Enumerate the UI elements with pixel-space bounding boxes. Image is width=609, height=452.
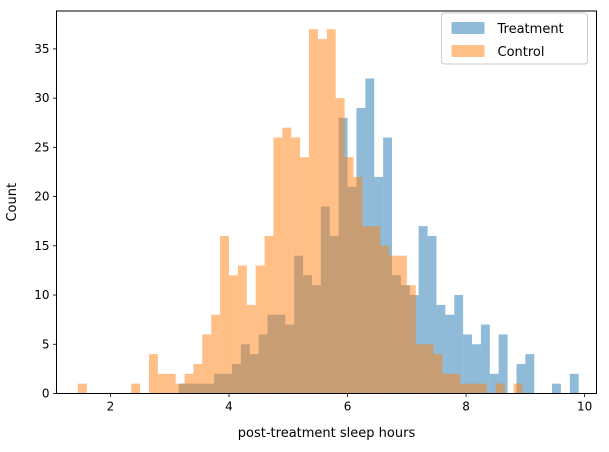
histogram-bar-control bbox=[451, 373, 461, 394]
histogram-bar-treatment bbox=[569, 373, 579, 394]
histogram-bar-control bbox=[273, 137, 283, 394]
y-tick-label: 15 bbox=[34, 239, 49, 253]
histogram-bar-control bbox=[131, 383, 141, 394]
histogram-bar-control bbox=[237, 265, 247, 394]
histogram-bar-treatment bbox=[427, 235, 437, 394]
histogram-bar-control bbox=[202, 334, 212, 394]
histogram-bar-control bbox=[495, 383, 505, 394]
histogram-bar-treatment bbox=[445, 314, 455, 394]
histogram-bar-control bbox=[362, 226, 372, 394]
y-tick-label: 0 bbox=[42, 387, 50, 401]
series-control bbox=[77, 29, 523, 394]
x-axis-label: post-treatment sleep hours bbox=[238, 426, 416, 441]
histogram-bar-control bbox=[228, 275, 238, 394]
histogram-bar-treatment bbox=[489, 373, 499, 394]
histogram-bar-control bbox=[264, 235, 274, 394]
histogram-bar-treatment bbox=[418, 226, 428, 394]
histogram-bar-control bbox=[309, 29, 318, 394]
y-tick-label: 5 bbox=[42, 337, 50, 351]
x-tick-label: 8 bbox=[462, 400, 470, 414]
histogram-bar-control bbox=[77, 383, 87, 394]
y-tick-label: 20 bbox=[34, 190, 49, 204]
legend-label-treatment: Treatment bbox=[497, 22, 564, 37]
y-tick-label: 35 bbox=[34, 42, 49, 56]
histogram-bar-control bbox=[220, 235, 229, 394]
legend: Treatment Control bbox=[441, 12, 588, 65]
histogram-bar-control bbox=[326, 29, 336, 394]
bars-layer bbox=[77, 29, 579, 394]
histogram-bar-control bbox=[175, 383, 185, 394]
histogram-bar-treatment bbox=[472, 344, 481, 394]
histogram-bar-control bbox=[184, 373, 194, 394]
legend-swatch-treatment bbox=[451, 22, 485, 34]
x-tick-label: 4 bbox=[225, 400, 233, 414]
histogram-bar-control bbox=[282, 127, 292, 394]
histogram-bar-control bbox=[397, 255, 407, 394]
histogram-bar-control bbox=[389, 255, 398, 394]
histogram-bar-control bbox=[317, 39, 327, 394]
histogram-bar-treatment bbox=[463, 334, 473, 394]
histogram-bar-control bbox=[335, 98, 345, 394]
histogram-bar-control bbox=[193, 363, 203, 394]
histogram-bar-control bbox=[380, 245, 390, 394]
legend-label-control: Control bbox=[498, 45, 545, 60]
x-tick-label: 6 bbox=[344, 400, 352, 414]
histogram-bar-control bbox=[406, 285, 416, 394]
histogram-bar-treatment bbox=[498, 334, 508, 394]
histogram-bar-treatment bbox=[516, 363, 526, 394]
histogram-bar-control bbox=[469, 383, 478, 394]
histogram-bar-treatment bbox=[436, 304, 446, 394]
plot-frame bbox=[56, 10, 597, 394]
histogram-bar-control bbox=[246, 304, 256, 394]
histogram-bar-control bbox=[415, 344, 425, 394]
histogram-bar-control bbox=[513, 383, 523, 394]
histogram-bar-control bbox=[353, 176, 363, 394]
y-tick-label: 25 bbox=[34, 140, 49, 154]
histogram-bar-treatment bbox=[552, 383, 561, 394]
histogram-bar-control bbox=[371, 226, 381, 394]
histogram-bar-control bbox=[460, 383, 470, 394]
histogram-bar-control bbox=[300, 157, 310, 394]
histogram-bar-control bbox=[344, 157, 354, 394]
histogram-bar-control bbox=[291, 137, 301, 394]
histogram-bar-control bbox=[148, 354, 158, 394]
y-tick-label: 10 bbox=[34, 288, 49, 302]
histogram-bar-control bbox=[442, 373, 452, 394]
histogram-bar-control bbox=[477, 383, 487, 394]
histogram-bar-treatment bbox=[454, 295, 464, 394]
histogram-bar-control bbox=[166, 373, 176, 394]
histogram-bar-control bbox=[433, 354, 443, 394]
histogram-bar-control bbox=[424, 344, 434, 394]
histogram-bar-treatment bbox=[480, 324, 490, 394]
histogram-bar-control bbox=[157, 373, 167, 394]
legend-swatch-control bbox=[451, 45, 485, 57]
histogram-bar-control bbox=[255, 265, 265, 394]
x-tick-label: 2 bbox=[107, 400, 115, 414]
y-axis-label: Count bbox=[5, 183, 20, 222]
histogram-bar-treatment bbox=[525, 354, 535, 394]
histogram-bar-control bbox=[211, 314, 221, 394]
y-tick-label: 30 bbox=[34, 91, 49, 105]
x-tick-label: 10 bbox=[577, 400, 592, 414]
ticks-layer: 2 4 6 8 10 0 5 10 15 20 25 30 35 bbox=[34, 42, 592, 414]
